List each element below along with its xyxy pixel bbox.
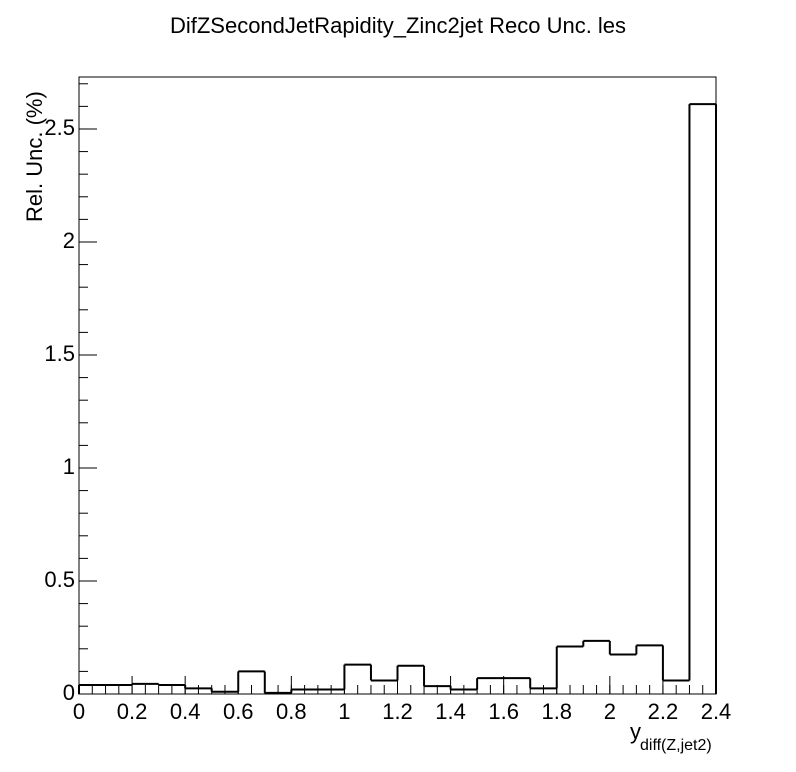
y-tick-label: 0	[63, 680, 75, 705]
x-tick-label: 1.8	[541, 699, 572, 724]
x-tick-label: 0.2	[117, 699, 148, 724]
y-axis-label: Rel. Unc. (%)	[22, 91, 47, 222]
x-tick-label: 2.4	[701, 699, 732, 724]
x-tick-label: 2.2	[648, 699, 679, 724]
y-tick-label: 2.5	[44, 115, 75, 140]
x-tick-label: 1.4	[435, 699, 466, 724]
x-tick-label: 1.2	[382, 699, 413, 724]
x-tick-label: 0.4	[170, 699, 201, 724]
x-tick-label: 0.6	[223, 699, 254, 724]
x-tick-label: 0.8	[276, 699, 307, 724]
chart-title: DifZSecondJetRapidity_Zinc2jet Reco Unc.…	[170, 13, 626, 38]
x-tick-label: 1.6	[488, 699, 519, 724]
y-tick-label: 0.5	[44, 567, 75, 592]
y-tick-label: 1	[63, 454, 75, 479]
x-tick-label: 2	[604, 699, 616, 724]
x-tick-label: 1	[338, 699, 350, 724]
y-tick-label: 2	[63, 228, 75, 253]
x-axis-label-subscript: diff(Z,jet2)	[640, 737, 712, 754]
x-axis-label: y	[630, 719, 641, 744]
y-tick-label: 1.5	[44, 341, 75, 366]
x-tick-label: 0	[73, 699, 85, 724]
